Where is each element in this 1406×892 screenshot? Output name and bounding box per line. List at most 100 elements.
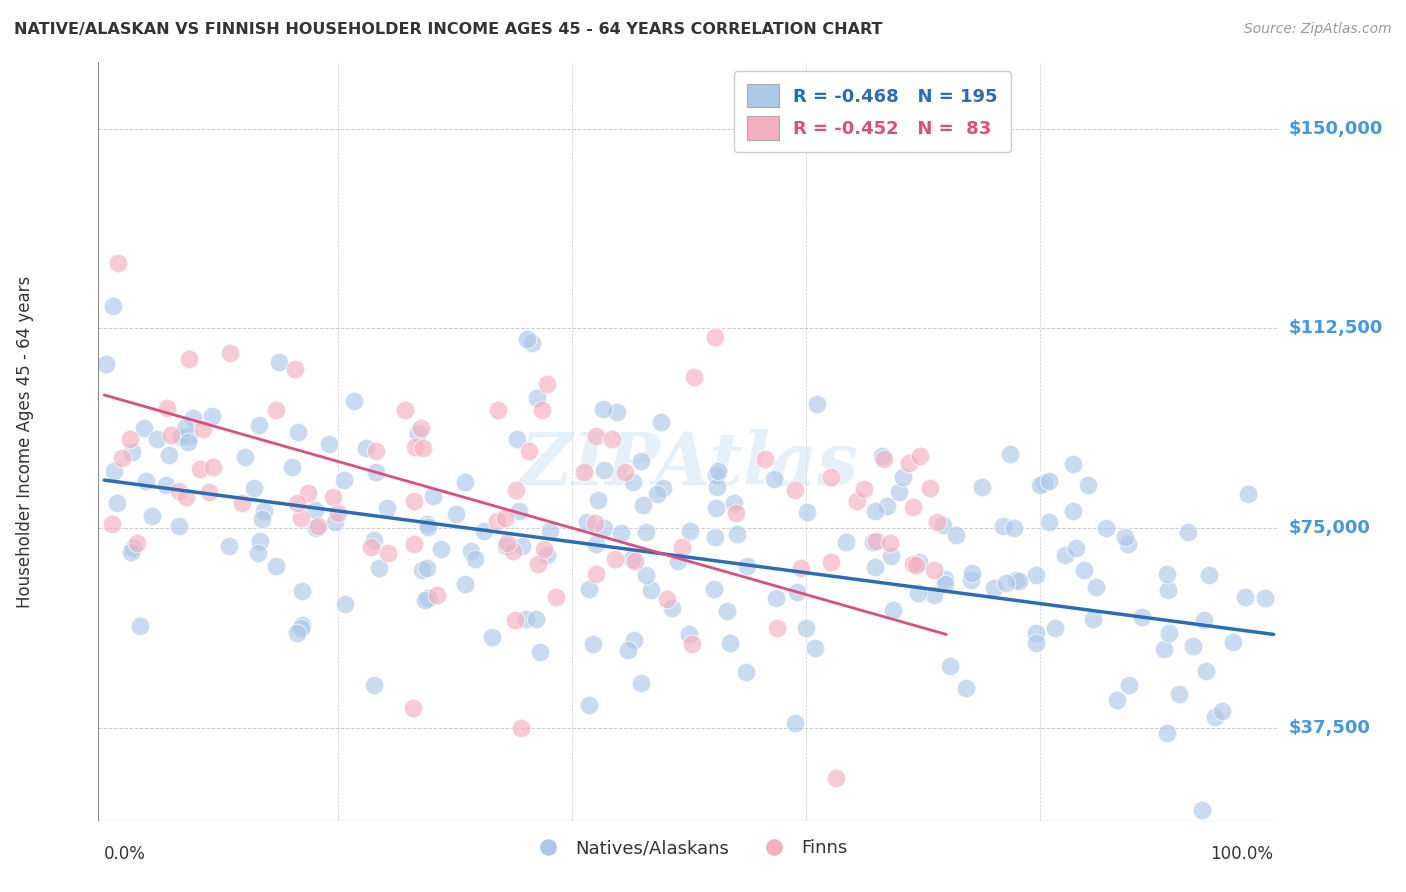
Point <box>605 552 627 566</box>
Point <box>191 422 214 436</box>
Point <box>945 527 967 541</box>
Point <box>495 540 517 554</box>
Point <box>233 450 256 464</box>
Point <box>377 546 399 560</box>
Point <box>402 537 425 551</box>
Point <box>585 537 607 551</box>
Point <box>790 561 813 575</box>
Point <box>640 582 662 597</box>
Point <box>406 425 429 440</box>
Point <box>922 563 945 577</box>
Point <box>645 486 668 500</box>
Point <box>363 678 385 692</box>
Point <box>602 432 624 446</box>
Point <box>368 561 391 575</box>
Point <box>955 681 977 695</box>
Point <box>804 641 827 656</box>
Point <box>683 370 706 384</box>
Point <box>704 531 727 545</box>
Point <box>343 393 366 408</box>
Point <box>879 536 901 550</box>
Point <box>927 515 949 529</box>
Point <box>409 421 432 435</box>
Point <box>873 452 896 467</box>
Point <box>621 475 644 489</box>
Point <box>1000 447 1022 461</box>
Point <box>661 601 683 615</box>
Point <box>870 449 893 463</box>
Text: 0.0%: 0.0% <box>104 845 146 863</box>
Point <box>284 362 307 376</box>
Point <box>508 504 530 518</box>
Point <box>304 503 326 517</box>
Point <box>765 591 787 605</box>
Point <box>176 434 198 449</box>
Point <box>287 425 309 439</box>
Point <box>506 432 529 446</box>
Point <box>122 541 145 555</box>
Point <box>243 481 266 495</box>
Point <box>322 490 344 504</box>
Point <box>444 507 467 521</box>
Point <box>416 516 439 531</box>
Point <box>174 421 197 435</box>
Point <box>679 524 702 538</box>
Point <box>167 518 190 533</box>
Text: $37,500: $37,500 <box>1289 719 1371 737</box>
Point <box>905 558 928 572</box>
Point <box>786 585 808 599</box>
Point <box>105 496 128 510</box>
Point <box>706 480 728 494</box>
Point <box>762 472 785 486</box>
Point <box>486 514 509 528</box>
Point <box>891 469 914 483</box>
Point <box>1159 626 1181 640</box>
Point <box>1073 563 1095 577</box>
Point <box>156 401 179 415</box>
Point <box>246 546 269 560</box>
Point <box>735 559 758 574</box>
Point <box>1038 475 1060 489</box>
Point <box>529 645 551 659</box>
Text: 100.0%: 100.0% <box>1211 845 1274 863</box>
Point <box>305 521 328 535</box>
Point <box>606 405 628 419</box>
Point <box>724 506 747 520</box>
Point <box>1194 664 1216 678</box>
Point <box>179 352 201 367</box>
Point <box>454 475 477 489</box>
Point <box>323 516 346 530</box>
Point <box>1005 573 1028 587</box>
Point <box>1077 478 1099 492</box>
Point <box>716 604 738 618</box>
Point <box>880 549 903 563</box>
Point <box>630 454 652 468</box>
Point <box>510 722 533 736</box>
Point <box>806 397 828 411</box>
Point <box>290 510 312 524</box>
Point <box>785 483 807 498</box>
Point <box>454 577 477 591</box>
Point <box>394 403 416 417</box>
Point <box>845 494 868 508</box>
Point <box>898 456 921 470</box>
Point <box>366 444 388 458</box>
Point <box>404 440 426 454</box>
Point <box>247 417 270 432</box>
Point <box>620 552 643 566</box>
Point <box>1222 635 1244 649</box>
Point <box>582 637 605 651</box>
Point <box>1116 537 1139 551</box>
Point <box>422 489 444 503</box>
Point <box>820 469 842 483</box>
Point <box>794 621 817 635</box>
Point <box>908 555 931 569</box>
Point <box>1198 568 1220 582</box>
Point <box>416 591 439 605</box>
Point <box>934 577 956 591</box>
Point <box>1081 612 1104 626</box>
Point <box>120 545 142 559</box>
Point <box>118 432 141 446</box>
Text: Source: ZipAtlas.com: Source: ZipAtlas.com <box>1244 22 1392 37</box>
Point <box>593 521 616 535</box>
